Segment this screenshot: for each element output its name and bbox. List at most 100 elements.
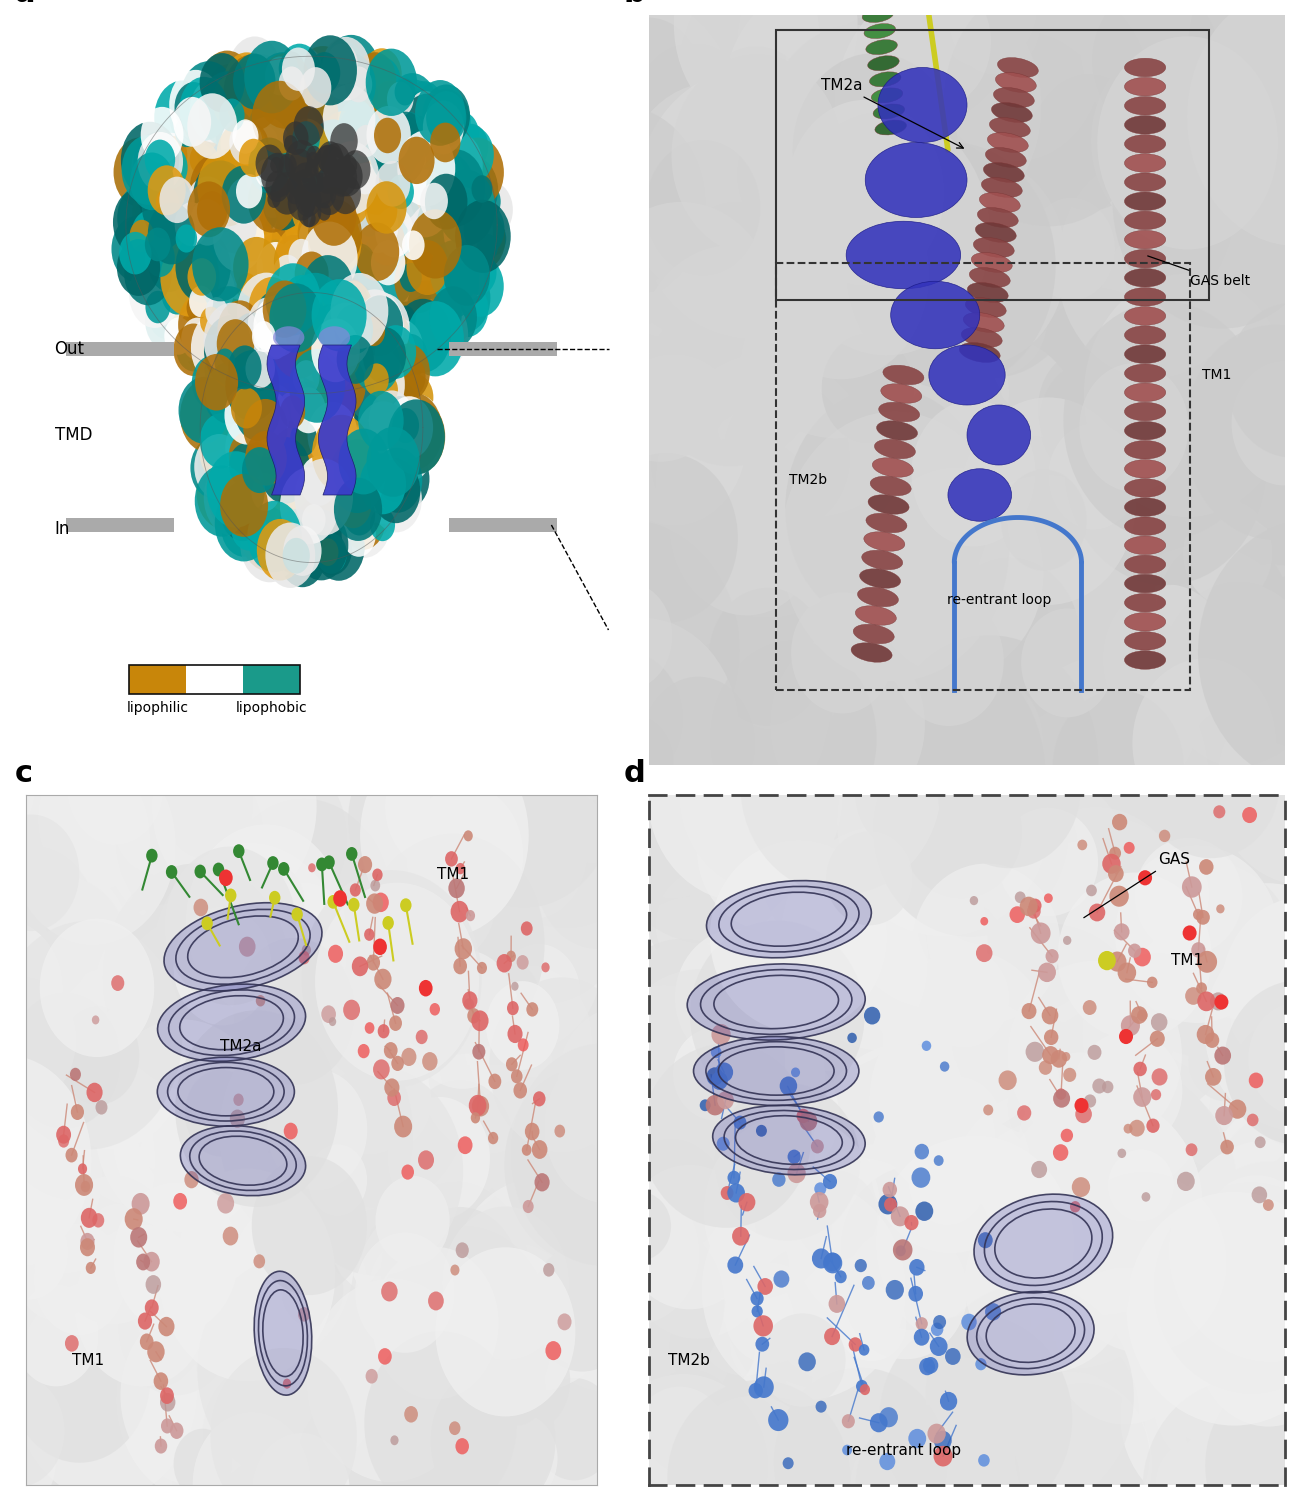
Circle shape (1053, 1268, 1197, 1425)
Circle shape (375, 207, 414, 258)
Circle shape (257, 358, 301, 416)
Circle shape (131, 136, 177, 196)
Circle shape (315, 72, 373, 147)
Circle shape (362, 220, 395, 262)
Bar (243, 666, 300, 693)
Ellipse shape (971, 252, 1012, 273)
Circle shape (257, 252, 299, 305)
Circle shape (209, 342, 247, 392)
Circle shape (1169, 1140, 1298, 1362)
Circle shape (350, 76, 379, 112)
Circle shape (317, 146, 336, 171)
Circle shape (1108, 865, 1124, 882)
Circle shape (295, 284, 323, 321)
Ellipse shape (997, 57, 1038, 78)
Circle shape (435, 264, 467, 308)
Circle shape (274, 170, 322, 234)
Circle shape (287, 176, 301, 195)
Circle shape (288, 244, 313, 276)
Circle shape (582, 822, 652, 906)
Circle shape (1062, 1052, 1071, 1062)
Circle shape (266, 171, 289, 202)
Circle shape (152, 843, 347, 1077)
Text: re-entrant loop: re-entrant loop (846, 1443, 961, 1458)
Circle shape (262, 176, 304, 231)
Circle shape (1070, 538, 1157, 640)
Circle shape (161, 748, 253, 859)
Circle shape (1054, 466, 1151, 582)
Circle shape (129, 260, 180, 328)
Circle shape (774, 1368, 948, 1500)
Circle shape (985, 1304, 1001, 1320)
Circle shape (205, 344, 244, 396)
Circle shape (378, 458, 411, 503)
Circle shape (373, 867, 497, 1016)
Bar (186, 666, 243, 693)
Circle shape (318, 146, 353, 192)
Circle shape (209, 411, 240, 452)
Ellipse shape (1124, 326, 1166, 345)
Circle shape (617, 1406, 744, 1500)
Circle shape (1167, 1203, 1298, 1425)
Circle shape (282, 48, 315, 92)
Circle shape (239, 936, 256, 957)
Circle shape (370, 81, 411, 135)
Circle shape (1179, 82, 1298, 344)
Circle shape (1162, 236, 1272, 366)
Circle shape (345, 274, 387, 330)
Circle shape (392, 146, 415, 177)
Circle shape (826, 831, 912, 926)
Circle shape (588, 291, 732, 462)
Circle shape (1133, 1062, 1147, 1076)
Circle shape (1121, 1016, 1140, 1036)
Circle shape (378, 1348, 392, 1365)
Circle shape (243, 288, 288, 348)
Circle shape (117, 122, 177, 200)
Ellipse shape (967, 405, 1031, 465)
Circle shape (178, 140, 221, 196)
Circle shape (260, 488, 313, 556)
Circle shape (170, 321, 202, 362)
Circle shape (80, 1180, 90, 1192)
Circle shape (190, 716, 369, 932)
Ellipse shape (1124, 116, 1166, 134)
Circle shape (479, 1076, 591, 1210)
Circle shape (343, 312, 391, 376)
Ellipse shape (254, 1272, 312, 1395)
Circle shape (749, 1383, 763, 1398)
Circle shape (295, 510, 348, 580)
Circle shape (291, 322, 347, 396)
Circle shape (386, 396, 434, 459)
Circle shape (274, 292, 330, 366)
Circle shape (391, 238, 421, 276)
Circle shape (257, 300, 306, 364)
Circle shape (312, 291, 360, 354)
Ellipse shape (1124, 574, 1166, 592)
Circle shape (330, 440, 386, 513)
Circle shape (240, 322, 273, 366)
Circle shape (357, 1408, 430, 1496)
Circle shape (900, 1166, 1020, 1296)
Circle shape (147, 1341, 165, 1362)
Circle shape (350, 360, 387, 408)
Circle shape (293, 422, 322, 459)
Ellipse shape (967, 1292, 1094, 1376)
Circle shape (709, 1224, 789, 1311)
Circle shape (1096, 32, 1251, 216)
Circle shape (148, 202, 195, 264)
Circle shape (174, 908, 271, 1026)
Circle shape (1118, 1149, 1127, 1158)
Circle shape (449, 1179, 626, 1390)
Circle shape (723, 75, 862, 238)
Circle shape (297, 164, 323, 198)
Circle shape (1090, 252, 1298, 500)
Circle shape (314, 48, 369, 120)
Circle shape (723, 381, 850, 531)
Circle shape (348, 898, 360, 912)
Circle shape (411, 314, 444, 357)
Circle shape (279, 525, 326, 586)
Circle shape (879, 1454, 896, 1470)
Circle shape (266, 126, 324, 202)
Circle shape (1154, 1182, 1298, 1394)
Circle shape (1010, 906, 1025, 922)
